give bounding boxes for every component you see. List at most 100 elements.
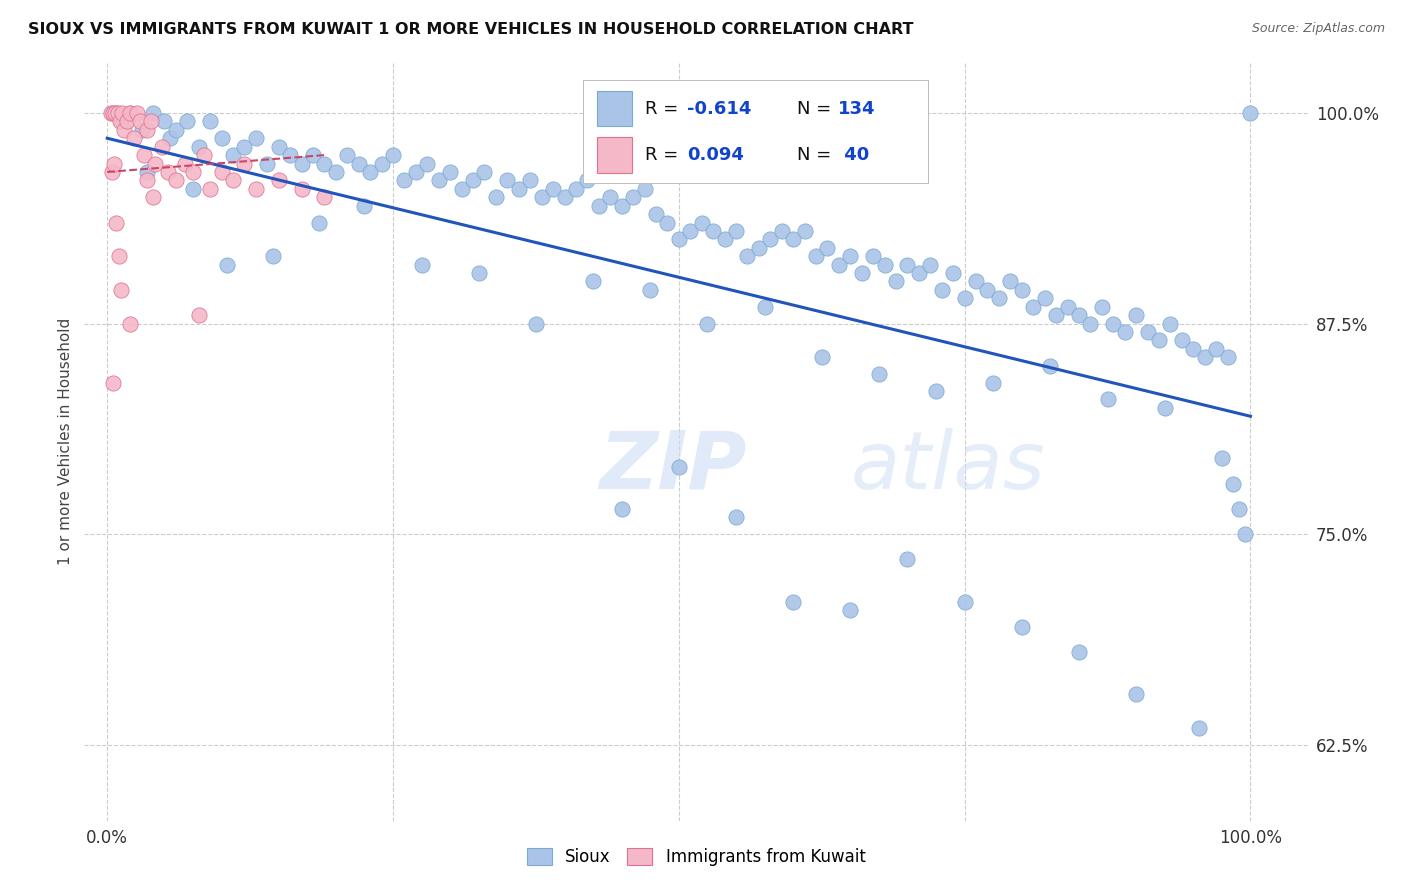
Point xyxy=(925,384,948,398)
Point xyxy=(976,283,998,297)
Point xyxy=(120,106,142,120)
Point xyxy=(645,207,668,221)
Point xyxy=(104,106,127,120)
Point xyxy=(159,131,181,145)
Point xyxy=(105,106,128,120)
Point xyxy=(638,283,661,297)
Point xyxy=(588,199,610,213)
Point xyxy=(100,106,122,120)
Point xyxy=(782,232,804,246)
Point xyxy=(1056,300,1078,314)
Point xyxy=(302,148,325,162)
Point xyxy=(233,156,256,170)
Point xyxy=(896,258,918,272)
Point xyxy=(690,215,713,229)
Text: -0.614: -0.614 xyxy=(688,100,751,118)
Point xyxy=(198,114,221,128)
Text: 40: 40 xyxy=(838,146,870,164)
Point xyxy=(1125,308,1147,322)
Point xyxy=(1233,527,1256,541)
Text: Source: ZipAtlas.com: Source: ZipAtlas.com xyxy=(1251,22,1385,36)
Point xyxy=(176,114,198,128)
Point xyxy=(115,114,138,128)
Point xyxy=(851,266,873,280)
Point xyxy=(1091,300,1114,314)
Point xyxy=(1153,401,1175,415)
Point xyxy=(896,552,918,566)
Point xyxy=(1097,392,1119,407)
Point xyxy=(668,232,690,246)
Point xyxy=(610,199,633,213)
Text: N =: N = xyxy=(797,146,837,164)
Point xyxy=(920,258,942,272)
Point xyxy=(873,258,896,272)
Point xyxy=(120,317,142,331)
Point xyxy=(101,165,124,179)
Point xyxy=(1080,317,1102,331)
Point xyxy=(359,165,381,179)
Point xyxy=(245,131,267,145)
Point xyxy=(1114,325,1136,339)
Point xyxy=(839,603,862,617)
Legend: Sioux, Immigrants from Kuwait: Sioux, Immigrants from Kuwait xyxy=(520,841,872,873)
Point xyxy=(165,173,187,187)
Point xyxy=(1102,317,1125,331)
Point xyxy=(754,300,776,314)
Point xyxy=(143,156,166,170)
Point xyxy=(1000,275,1022,289)
Point xyxy=(150,139,173,153)
Text: ZIP: ZIP xyxy=(599,428,747,506)
Text: 0.094: 0.094 xyxy=(688,146,744,164)
Point xyxy=(107,106,129,120)
Point xyxy=(702,224,724,238)
Point xyxy=(165,123,187,137)
Point xyxy=(1147,334,1170,348)
Point xyxy=(737,249,759,263)
Point xyxy=(828,258,851,272)
Point xyxy=(953,291,976,305)
Point xyxy=(1205,342,1227,356)
Point xyxy=(382,148,405,162)
Point xyxy=(107,249,129,263)
Point xyxy=(1045,308,1067,322)
Point xyxy=(1182,342,1205,356)
Point xyxy=(1039,359,1062,373)
Point xyxy=(314,190,336,204)
Text: atlas: atlas xyxy=(851,428,1045,506)
Point xyxy=(122,131,145,145)
Point xyxy=(696,317,718,331)
Point xyxy=(233,139,256,153)
Point xyxy=(278,148,301,162)
Point xyxy=(132,148,155,162)
Point xyxy=(1188,721,1211,735)
Point xyxy=(110,283,132,297)
Point xyxy=(981,376,1004,390)
Point xyxy=(524,317,547,331)
Point xyxy=(576,173,599,187)
Point xyxy=(156,165,179,179)
Point xyxy=(485,190,508,204)
Point xyxy=(1136,325,1159,339)
Point xyxy=(496,173,519,187)
Point xyxy=(468,266,491,280)
Point xyxy=(839,249,862,263)
Point xyxy=(565,182,588,196)
Point xyxy=(308,215,330,229)
Point xyxy=(541,182,564,196)
Point xyxy=(411,258,433,272)
Point xyxy=(136,173,159,187)
Point xyxy=(953,594,976,608)
Point xyxy=(347,156,370,170)
Point xyxy=(211,131,233,145)
Point xyxy=(290,182,312,196)
Point xyxy=(1171,334,1194,348)
Point xyxy=(129,114,152,128)
Point xyxy=(810,351,832,365)
Point xyxy=(256,156,278,170)
Point xyxy=(353,199,375,213)
Point xyxy=(217,258,239,272)
Point xyxy=(884,275,907,289)
Point xyxy=(1222,476,1244,491)
Point xyxy=(181,182,204,196)
Point xyxy=(817,241,839,255)
